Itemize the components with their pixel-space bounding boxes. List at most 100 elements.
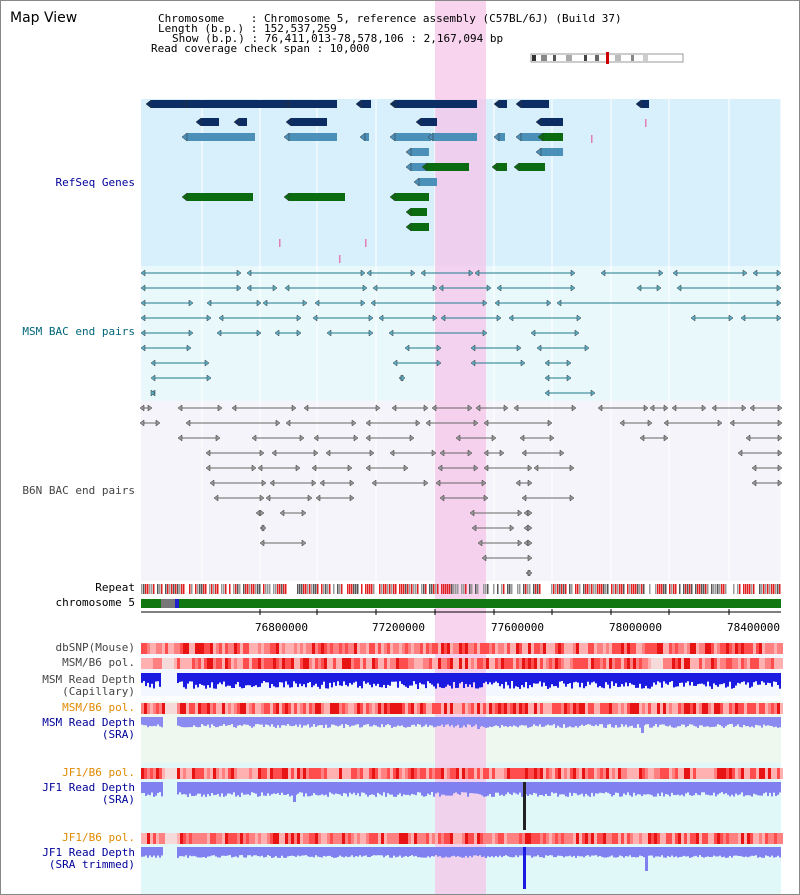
b6n-bac-end bbox=[259, 539, 265, 547]
polymorphism-bin bbox=[141, 643, 144, 654]
polymorphism-bin bbox=[762, 833, 765, 844]
repeat-element bbox=[395, 584, 397, 594]
polymorphism-bin bbox=[279, 703, 282, 714]
read-depth-bin bbox=[403, 673, 405, 686]
polymorphism-bin bbox=[426, 768, 429, 779]
repeat-element bbox=[689, 584, 691, 594]
read-depth-bin bbox=[637, 782, 639, 795]
read-depth-bin bbox=[325, 673, 327, 689]
read-depth-bin bbox=[649, 673, 651, 689]
read-depth-bin bbox=[297, 782, 299, 794]
read-depth-bin bbox=[511, 847, 513, 858]
repeat-element bbox=[537, 584, 539, 594]
polymorphism-bin bbox=[210, 658, 213, 669]
polymorphism-bin bbox=[480, 768, 483, 779]
polymorphism-bin bbox=[294, 768, 297, 779]
polymorphism-bin bbox=[273, 768, 276, 779]
polymorphism-bin bbox=[573, 833, 576, 844]
read-depth-bin bbox=[603, 717, 605, 728]
repeat-element bbox=[243, 584, 245, 594]
read-depth-bin bbox=[759, 847, 761, 857]
polymorphism-bin bbox=[777, 768, 780, 779]
b6n-bac-end bbox=[469, 509, 475, 517]
repeat-element bbox=[149, 584, 151, 594]
repeat-element bbox=[507, 584, 509, 594]
polymorphism-bin bbox=[369, 833, 372, 844]
read-depth-bin bbox=[661, 782, 663, 793]
read-depth-bin bbox=[209, 717, 211, 728]
read-depth-bin bbox=[333, 782, 335, 795]
polymorphism-bin bbox=[606, 643, 609, 654]
msm-bac-end bbox=[656, 284, 662, 292]
read-depth-bin bbox=[587, 782, 589, 796]
read-depth-bin bbox=[501, 782, 503, 795]
polymorphism-bin bbox=[141, 703, 144, 714]
polymorphism-bin bbox=[153, 658, 156, 669]
polymorphism-bin bbox=[276, 768, 279, 779]
polymorphism-bin bbox=[144, 658, 147, 669]
gene-strand-arrow bbox=[233, 117, 240, 127]
read-depth-bin bbox=[285, 673, 287, 682]
polymorphism-bin bbox=[306, 643, 309, 654]
polymorphism-bin bbox=[678, 833, 681, 844]
read-depth-bin bbox=[141, 673, 143, 683]
read-depth-bin bbox=[257, 782, 259, 797]
polymorphism-bin bbox=[513, 833, 516, 844]
read-depth-bin bbox=[283, 847, 285, 858]
polymorphism-bin bbox=[540, 703, 543, 714]
read-depth-bin bbox=[449, 847, 451, 858]
read-depth-bin bbox=[275, 782, 277, 794]
polymorphism-bin bbox=[297, 703, 300, 714]
read-depth-bin bbox=[771, 717, 773, 727]
read-depth-bin bbox=[669, 673, 671, 683]
read-depth-bin bbox=[663, 717, 665, 725]
read-depth-bin bbox=[663, 847, 665, 858]
polymorphism-bin bbox=[495, 643, 498, 654]
read-depth-bin bbox=[447, 847, 449, 858]
polymorphism-bin bbox=[240, 833, 243, 844]
polymorphism-bin bbox=[153, 833, 156, 844]
refseq-gene bbox=[201, 118, 219, 126]
read-depth-bin bbox=[407, 782, 409, 795]
repeat-element bbox=[415, 584, 417, 594]
read-depth-bin bbox=[203, 782, 205, 795]
read-depth-bin bbox=[279, 782, 281, 795]
polymorphism-bin bbox=[354, 658, 357, 669]
gene-strand-arrow bbox=[421, 162, 428, 172]
polymorphism-bin bbox=[372, 768, 375, 779]
polymorphism-bin bbox=[228, 768, 231, 779]
read-depth-bin bbox=[455, 673, 457, 688]
read-depth-bin bbox=[503, 673, 505, 689]
read-depth-bin bbox=[649, 717, 651, 728]
polymorphism-bin bbox=[771, 643, 774, 654]
read-depth-bin bbox=[247, 847, 249, 856]
msm-bac-end bbox=[256, 329, 262, 337]
polymorphism-bin bbox=[204, 703, 207, 714]
read-depth-bin bbox=[737, 782, 739, 796]
polymorphism-bin bbox=[546, 833, 549, 844]
polymorphism-bin bbox=[288, 643, 291, 654]
read-depth-bin bbox=[287, 717, 289, 725]
read-depth-bin bbox=[645, 782, 647, 795]
read-depth-bin bbox=[423, 717, 425, 727]
repeat-element bbox=[405, 584, 407, 594]
polymorphism-bin bbox=[717, 703, 720, 714]
polymorphism-bin bbox=[687, 658, 690, 669]
polymorphism-bin bbox=[477, 658, 480, 669]
read-depth-bin bbox=[729, 673, 731, 682]
polymorphism-bin bbox=[753, 703, 756, 714]
b6n-bac-end bbox=[391, 404, 397, 412]
msm-bac-end bbox=[468, 269, 474, 277]
b6n-bac-end bbox=[205, 449, 211, 457]
repeat-element bbox=[451, 584, 453, 594]
read-depth-bin bbox=[771, 673, 773, 687]
read-depth-bin bbox=[503, 847, 505, 857]
repeat-element bbox=[587, 584, 589, 594]
polymorphism-bin bbox=[192, 658, 195, 669]
read-depth-bin bbox=[193, 847, 195, 856]
read-depth-bin bbox=[245, 673, 247, 686]
polymorphism-bin bbox=[780, 658, 783, 669]
read-depth-bin bbox=[371, 782, 373, 795]
polymorphism-bin bbox=[423, 658, 426, 669]
